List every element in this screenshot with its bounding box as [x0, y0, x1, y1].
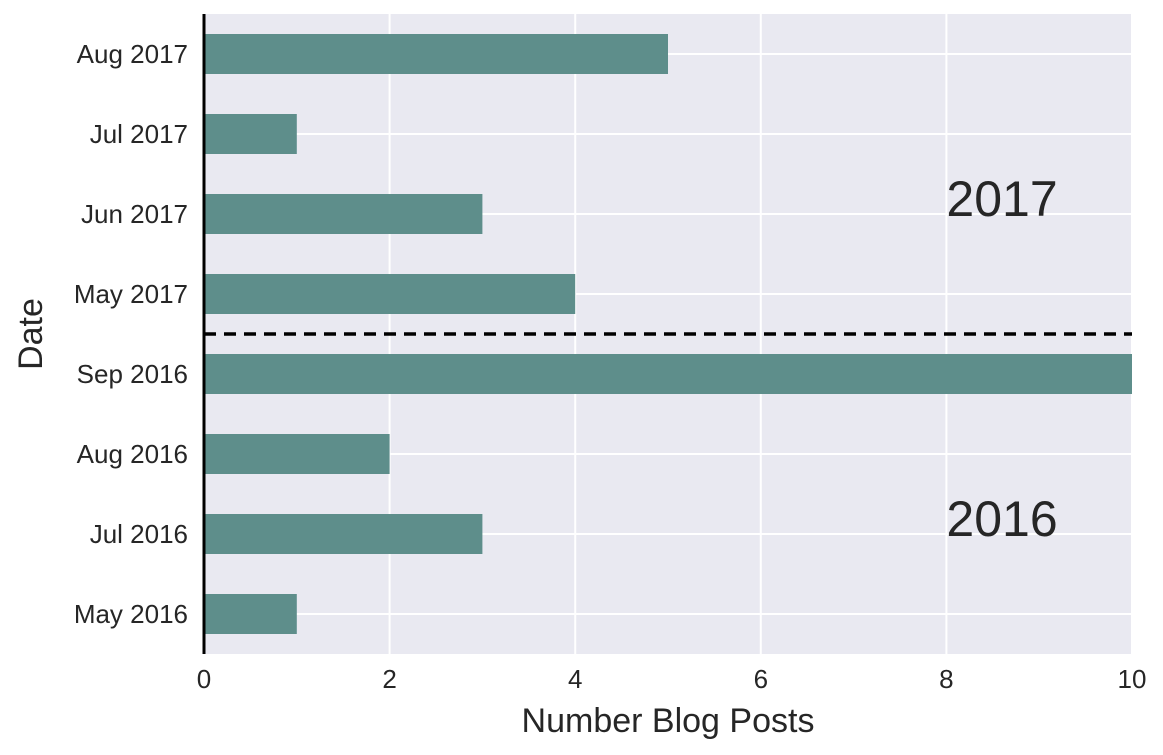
x-tick-label: 0	[197, 664, 211, 694]
bar	[204, 34, 668, 74]
bar	[204, 114, 297, 154]
x-tick-label: 6	[754, 664, 768, 694]
y-axis-label: Date	[12, 298, 50, 370]
x-tick-label: 4	[568, 664, 582, 694]
y-tick-label: Sep 2016	[77, 359, 188, 389]
x-tick-labels: 0 2 4 6 8 10	[197, 664, 1147, 694]
bar	[204, 594, 297, 634]
x-tick-label: 2	[382, 664, 396, 694]
x-tick-label: 10	[1118, 664, 1147, 694]
year-annotations: 2017 2016	[946, 171, 1057, 547]
x-axis-label: Number Blog Posts	[522, 702, 815, 740]
y-tick-label: May 2016	[74, 599, 188, 629]
bar	[204, 194, 483, 234]
y-tick-label: Jun 2017	[81, 199, 188, 229]
bar	[204, 434, 390, 474]
y-tick-label: Aug 2016	[77, 439, 188, 469]
year-annotation: 2016	[946, 491, 1057, 547]
y-tick-labels: May 2016 Jul 2016 Aug 2016 Sep 2016 May 2017…	[74, 39, 188, 629]
y-tick-label: May 2017	[74, 279, 188, 309]
x-tick-label: 8	[939, 664, 953, 694]
bar	[204, 354, 1132, 394]
y-tick-label: Jul 2016	[90, 519, 188, 549]
bars	[204, 34, 1132, 634]
year-annotation: 2017	[946, 171, 1057, 227]
y-tick-label: Jul 2017	[90, 119, 188, 149]
bar	[204, 274, 576, 314]
bar	[204, 514, 483, 554]
y-tick-label: Aug 2017	[77, 39, 188, 69]
